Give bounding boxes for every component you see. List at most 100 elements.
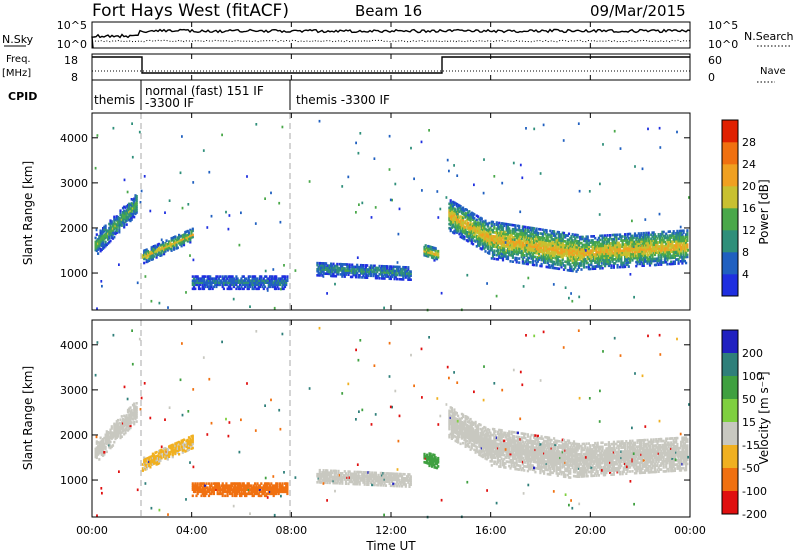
power-ytick-label-3: 3000 [60, 177, 88, 190]
velocity-cbar-step-8 [722, 491, 738, 515]
velocity-cbar-tick-1: 200 [742, 347, 763, 360]
power-echoes [94, 119, 690, 312]
power-cbar-step-3 [722, 230, 738, 253]
noise-left-tick-high: 10^5 [57, 19, 87, 32]
velocity-ytick-label-1: 1000 [60, 474, 88, 487]
power-cbar-tick-7: 28 [742, 136, 756, 149]
power-echo-band-1 [94, 194, 138, 255]
freq-label: Freq. [6, 54, 31, 65]
power-cbar-tick-5: 20 [742, 180, 756, 193]
xtick-label-3: 08:00 [275, 524, 307, 537]
nsearch-label: N.Search [744, 30, 794, 43]
noise-right-tick-low: 10^0 [708, 38, 738, 51]
velocity-panel-bg [92, 320, 690, 517]
velocity-ytick-label-4: 4000 [60, 339, 88, 352]
velocity-echo-band-2 [141, 434, 194, 472]
velocity-colorbar-label: Velocity [m s⁻¹] [757, 371, 771, 464]
xtick-label-6: 20:00 [574, 524, 606, 537]
power-cbar-tick-6: 24 [742, 158, 756, 171]
power-ytick-label-4: 4000 [60, 132, 88, 145]
power-echo-band-2 [141, 227, 194, 265]
power-cbar-frame [721, 119, 739, 297]
velocity-echo-band-7 [490, 427, 579, 479]
velocity-cbar-tick-4: 15 [742, 416, 756, 429]
power-echo-band-3 [191, 275, 289, 291]
power-cbar-tick-3: 12 [742, 224, 756, 237]
noise-left-tick-low: 10^0 [57, 38, 87, 51]
velocity-cbar-tick-7: -100 [742, 485, 767, 498]
power-echo-band-6 [448, 199, 492, 255]
cpid-segment-1: themis [94, 93, 135, 107]
velocity-cbar-step-2 [722, 353, 738, 377]
velocity-ytick-label-2: 2000 [60, 429, 88, 442]
nave-label: Nave [760, 66, 786, 77]
velocity-echo-band-3 [191, 482, 289, 498]
velocity-echo-band-6 [448, 406, 492, 463]
freq-right-tick-high: 60 [708, 54, 722, 67]
station-title: Fort Hays West (fitACF) [92, 1, 289, 21]
power-yticks: 1000 2000 3000 4000 [60, 132, 690, 280]
velocity-cbar-step-3 [722, 376, 738, 400]
power-cbar-step-7 [722, 142, 738, 165]
power-cbar-step-6 [722, 164, 738, 187]
xtick-label-4: 12:00 [375, 524, 407, 537]
velocity-cbar-tick-3: 50 [742, 393, 756, 406]
freq-left-tick-low: 8 [71, 71, 78, 84]
time-axis-label: Time UT [365, 539, 416, 553]
power-colorbar-label: Power [dB] [757, 179, 771, 244]
velocity-ytick-label-3: 3000 [60, 384, 88, 397]
velocity-cbar-step-1 [722, 330, 738, 354]
cpid-label: CPID [8, 90, 37, 103]
velocity-cbar-step-7 [722, 468, 738, 492]
beam-label: Beam 16 [355, 2, 422, 20]
power-echo-band-4 [316, 261, 412, 281]
velocity-cbar-tick-2: 100 [742, 370, 763, 383]
power-cbar-tick-1: 4 [742, 268, 749, 281]
xtick-label-7: 00:00 [674, 524, 706, 537]
nsky-trace [91, 28, 691, 49]
power-scatter-echoes [94, 119, 690, 312]
velocity-cbar-step-5 [722, 422, 738, 446]
power-colorbar: 4 8 12 16 20 24 28 [721, 119, 756, 297]
noise-right-tick-high: 10^5 [708, 19, 738, 32]
velocity-cbar-frame [721, 329, 739, 515]
power-ytick-label-2: 2000 [60, 222, 88, 235]
freq-right-tick-low: 0 [708, 71, 715, 84]
cpid-segment-3: themis -3300 IF [296, 93, 390, 107]
cpid-segment-2-line2: -3300 IF [145, 96, 194, 110]
power-cbar-tick-4: 16 [742, 202, 756, 215]
velocity-echo-band-4 [316, 468, 412, 488]
power-cbar-step-1 [722, 274, 738, 297]
velocity-cbar-step-4 [722, 399, 738, 423]
velocity-cbar-tick-5: -15 [742, 439, 760, 452]
nsky-label: N.Sky [2, 33, 34, 46]
power-ytick-label-1: 1000 [60, 267, 88, 280]
freq-trace [92, 56, 690, 74]
freq-unit-label: [MHz] [2, 68, 31, 79]
power-ylabel: Slant Range [km] [21, 161, 35, 265]
velocity-yticks: 1000 2000 3000 4000 [60, 339, 690, 487]
date-label: 09/Mar/2015 [590, 2, 686, 20]
time-axis: 00:00 04:00 08:00 12:00 16:00 20:00 00:00 [76, 22, 706, 537]
velocity-echo-band-1 [94, 402, 138, 461]
velocity-ylabel: Slant Range [km] [21, 366, 35, 470]
velocity-cbar-tick-8: -200 [742, 508, 767, 521]
velocity-cbar-step-6 [722, 445, 738, 469]
xtick-label-5: 16:00 [475, 524, 507, 537]
velocity-cbar-tick-6: -50 [742, 462, 760, 475]
power-echo-band-5 [423, 244, 440, 262]
velocity-scatter-echoes [94, 326, 690, 519]
power-cbar-step-4 [722, 208, 738, 231]
cpid-segment-2: normal (fast) 151 IF [145, 84, 264, 98]
velocity-echo-band-5 [423, 452, 440, 470]
power-cbar-tick-2: 8 [742, 246, 749, 259]
power-cbar-step-2 [722, 252, 738, 275]
power-panel-bg [92, 113, 690, 310]
xtick-label-2: 04:00 [176, 524, 208, 537]
velocity-echo-band-8 [577, 436, 689, 478]
velocity-echoes [94, 326, 690, 519]
velocity-colorbar: 200 100 50 15 -15 -50 -100 -200 [721, 329, 767, 521]
xtick-label-1: 00:00 [76, 524, 108, 537]
power-cbar-step-8 [722, 120, 738, 143]
power-echo-band-7 [490, 220, 579, 273]
